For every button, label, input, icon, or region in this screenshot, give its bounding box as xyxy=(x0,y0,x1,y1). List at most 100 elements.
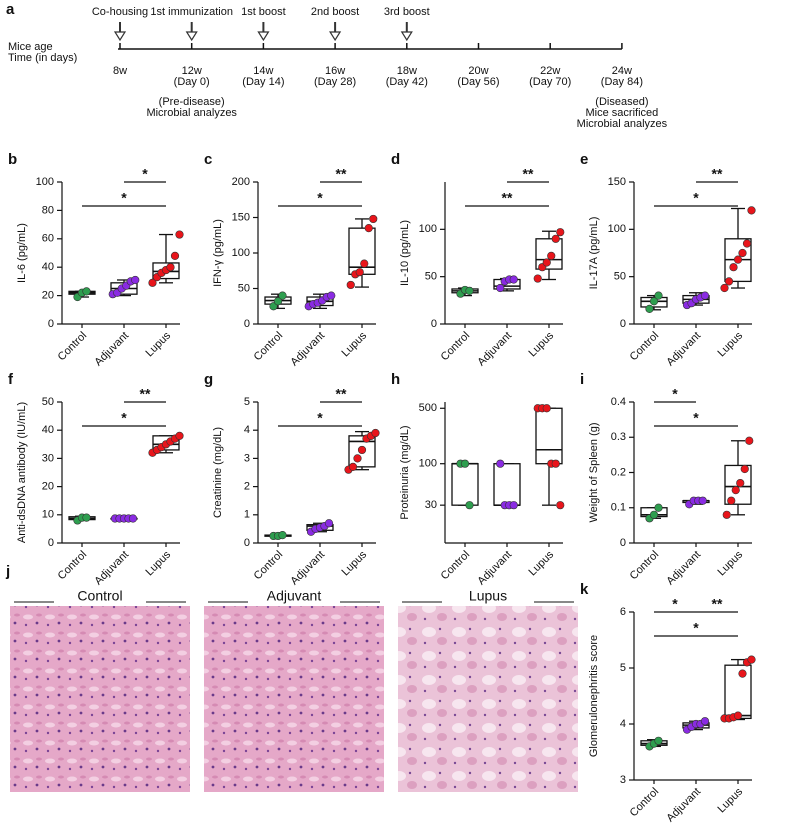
y-tick-label: 1 xyxy=(244,509,250,521)
event-arrowhead xyxy=(400,31,413,42)
data-point xyxy=(542,404,551,413)
data-point xyxy=(360,259,369,268)
x-tick-label: Adjuvant xyxy=(475,549,514,588)
x-tick-label: Lupus xyxy=(526,548,556,578)
event-label: Co-housing xyxy=(92,6,148,18)
data-point xyxy=(556,501,565,510)
panel-letter: d xyxy=(391,151,400,168)
data-point xyxy=(722,510,731,519)
note: (Pre-disease) xyxy=(159,96,225,108)
age-label: 22w xyxy=(540,65,560,77)
x-tick-label: Adjuvant xyxy=(288,330,327,369)
y-tick-label: 0.3 xyxy=(611,431,626,443)
data-point xyxy=(738,248,747,258)
age-label: 12w xyxy=(182,65,202,77)
histology-image xyxy=(398,606,578,792)
age-label: 16w xyxy=(325,65,345,77)
y-tick-label: 100 xyxy=(419,458,437,470)
y-axis-title: IFN-γ (pg/mL) xyxy=(212,219,224,287)
data-point xyxy=(700,291,710,300)
data-point xyxy=(355,268,364,277)
y-tick-label: 50 xyxy=(614,271,626,283)
day-label: (Day 28) xyxy=(314,76,356,88)
y-axis-title: Creatinine (mg/dL) xyxy=(212,427,224,518)
significance-label: * xyxy=(317,410,323,426)
data-point xyxy=(533,274,542,283)
significance-label: * xyxy=(317,190,323,206)
significance-label: * xyxy=(693,410,699,426)
y-tick-label: 80 xyxy=(42,204,54,216)
x-tick-label: Lupus xyxy=(339,548,369,578)
y-tick-label: 150 xyxy=(608,176,626,188)
significance-label: * xyxy=(693,620,699,636)
data-point xyxy=(700,717,710,726)
data-point xyxy=(733,255,743,264)
data-point xyxy=(551,234,560,243)
x-tick-label: Lupus xyxy=(143,329,173,359)
data-point xyxy=(353,454,362,463)
x-tick-label: Control xyxy=(628,786,662,820)
note: Microbial analyzes xyxy=(577,118,668,130)
y-tick-label: 50 xyxy=(425,271,437,283)
data-point xyxy=(278,531,287,540)
y-tick-label: 0.4 xyxy=(611,396,626,408)
x-tick-label: Control xyxy=(439,549,473,583)
y-axis-title: Anti-dsDNA antibody (IU/mL) xyxy=(16,402,28,543)
x-tick-label: Adjuvant xyxy=(664,330,703,369)
data-point xyxy=(556,228,565,237)
box xyxy=(535,407,563,465)
significance-label: ** xyxy=(502,190,513,206)
x-tick-label: Lupus xyxy=(143,548,173,578)
y-tick-label: 20 xyxy=(42,481,54,493)
y-tick-label: 2 xyxy=(244,481,250,493)
data-point xyxy=(724,277,734,286)
box xyxy=(493,463,521,506)
significance-label: ** xyxy=(712,596,723,612)
data-point xyxy=(727,496,736,505)
data-point xyxy=(324,519,334,528)
data-point xyxy=(551,459,560,468)
x-tick-label: Lupus xyxy=(715,785,745,815)
age-label: 24w xyxy=(612,65,632,77)
y-tick-label: 0 xyxy=(431,318,437,330)
data-point xyxy=(348,462,358,471)
data-point xyxy=(742,239,752,248)
x-tick-label: Control xyxy=(628,330,662,364)
significance-label: * xyxy=(672,596,678,612)
x-tick-label: Control xyxy=(628,549,662,583)
panel-letter: h xyxy=(391,371,400,388)
significance-label: * xyxy=(121,410,127,426)
data-point xyxy=(327,291,336,300)
panel-letter: c xyxy=(204,151,212,168)
y-axis-title: Glomerulonephritis score xyxy=(588,635,600,757)
event-arrowhead xyxy=(185,31,198,42)
y-tick-label: 30 xyxy=(42,452,54,464)
significance-label: ** xyxy=(140,386,151,402)
data-point xyxy=(346,280,355,290)
age-label: 20w xyxy=(468,65,488,77)
x-tick-label: Adjuvant xyxy=(288,549,327,588)
data-point xyxy=(720,283,729,293)
data-point xyxy=(645,304,654,313)
panel-letter: a xyxy=(6,1,15,18)
y-tick-label: 0 xyxy=(620,537,626,549)
y-tick-label: 0 xyxy=(48,537,54,549)
day-label: (Day 42) xyxy=(386,76,428,88)
panel-letter: g xyxy=(204,371,213,388)
x-tick-label: Adjuvant xyxy=(664,786,703,825)
data-point xyxy=(82,287,91,296)
data-point xyxy=(654,291,663,300)
data-point xyxy=(542,258,551,267)
y-axis-title: IL-6 (pg/mL) xyxy=(16,223,28,283)
significance-label: * xyxy=(672,386,678,402)
data-point xyxy=(496,459,505,468)
age-label: 18w xyxy=(397,65,417,77)
panel-letter: k xyxy=(580,581,589,598)
y-tick-label: 0 xyxy=(244,318,250,330)
event-label: 1st immunization xyxy=(150,6,233,18)
y-tick-label: 50 xyxy=(42,396,54,408)
x-tick-label: Control xyxy=(252,549,286,583)
x-tick-label: Lupus xyxy=(715,548,745,578)
y-tick-label: 100 xyxy=(232,247,250,259)
significance-label: * xyxy=(142,166,148,182)
